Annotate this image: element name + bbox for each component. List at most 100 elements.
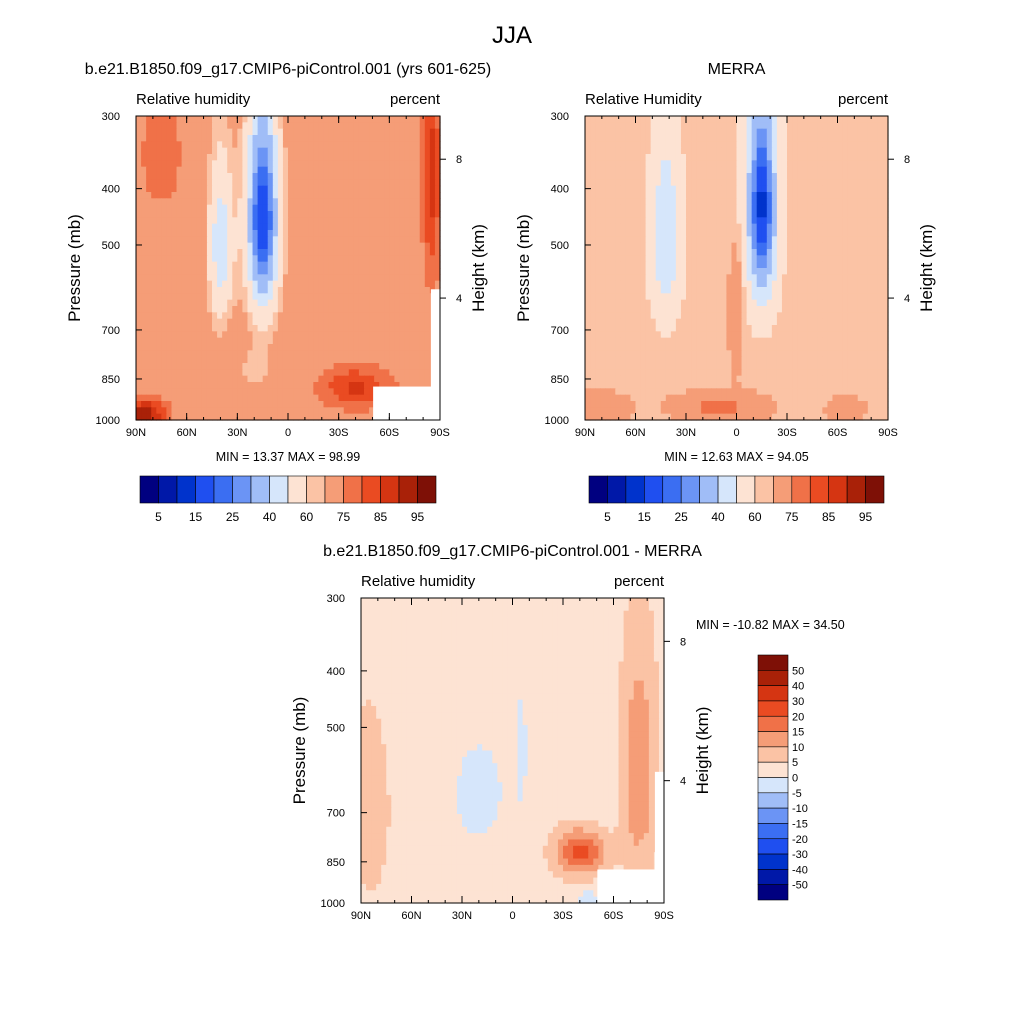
contour-cell bbox=[867, 198, 874, 206]
contour-cell bbox=[227, 287, 233, 294]
contour-cell bbox=[696, 242, 702, 250]
contour-cell bbox=[222, 242, 228, 250]
contour-cell bbox=[201, 173, 208, 180]
contour-cell bbox=[338, 274, 345, 282]
contour-cell bbox=[171, 173, 178, 180]
contour-cell bbox=[610, 154, 616, 161]
contour-cell bbox=[267, 382, 274, 389]
contour-cell bbox=[670, 122, 677, 130]
contour-cell bbox=[191, 287, 198, 294]
contour-cell bbox=[186, 173, 193, 180]
contour-cell bbox=[635, 223, 642, 231]
contour-cell bbox=[706, 141, 712, 149]
contour-cell bbox=[766, 122, 773, 130]
contour-cell bbox=[404, 128, 411, 136]
contour-cell bbox=[358, 299, 365, 307]
contour-cell bbox=[590, 293, 596, 301]
contour-cell bbox=[787, 122, 793, 130]
contour-cell bbox=[429, 242, 436, 250]
contour-cell bbox=[247, 173, 254, 180]
contour-cell bbox=[181, 268, 188, 275]
contour-cell bbox=[827, 179, 834, 187]
contour-cell bbox=[756, 211, 763, 218]
contour-cell bbox=[797, 255, 803, 263]
contour-cell bbox=[186, 280, 193, 288]
contour-cell bbox=[141, 198, 147, 206]
contour-cell bbox=[655, 135, 662, 142]
contour-cell bbox=[298, 306, 304, 313]
contour-cell bbox=[776, 299, 783, 307]
contour-cell bbox=[151, 135, 157, 142]
contour-cell bbox=[776, 217, 783, 225]
contour-cell bbox=[242, 255, 249, 263]
contour-cell bbox=[176, 147, 183, 155]
contour-cell bbox=[237, 274, 243, 282]
contour-cell bbox=[206, 363, 213, 370]
contour-cell bbox=[217, 401, 223, 408]
contour-cell bbox=[181, 413, 188, 421]
contour-cell bbox=[797, 128, 803, 136]
contour-cell bbox=[272, 388, 279, 396]
contour-cell bbox=[877, 135, 884, 142]
contour-cell bbox=[186, 274, 193, 282]
contour-cell bbox=[156, 166, 162, 174]
contour-cell bbox=[660, 217, 667, 225]
contour-cell bbox=[308, 242, 314, 250]
contour-cell bbox=[282, 223, 289, 231]
contour-cell bbox=[227, 255, 233, 263]
contour-cell bbox=[308, 249, 314, 256]
contour-cell bbox=[756, 280, 763, 288]
contour-cell bbox=[721, 280, 727, 288]
contour-cell bbox=[640, 135, 647, 142]
contour-cell bbox=[384, 154, 390, 161]
contour-cell bbox=[308, 173, 314, 180]
contour-cell bbox=[166, 287, 173, 294]
contour-cell bbox=[610, 299, 616, 307]
contour-cell bbox=[227, 249, 233, 256]
contour-cell bbox=[272, 249, 279, 256]
contour-cell bbox=[802, 135, 808, 142]
contour-cell bbox=[716, 166, 722, 174]
contour-cell bbox=[650, 249, 657, 256]
contour-cell bbox=[212, 287, 218, 294]
contour-cell bbox=[191, 280, 198, 288]
contour-cell bbox=[832, 217, 839, 225]
contour-cell bbox=[247, 179, 254, 187]
contour-cell bbox=[680, 147, 687, 155]
contour-cell bbox=[262, 116, 269, 123]
contour-cell bbox=[176, 325, 183, 332]
contour-cell bbox=[181, 236, 188, 244]
contour-cell bbox=[802, 299, 808, 307]
contour-cell bbox=[650, 268, 657, 275]
contour-cell bbox=[348, 261, 355, 269]
contour-cell bbox=[293, 154, 299, 161]
contour-cell bbox=[171, 147, 178, 155]
contour-cell bbox=[201, 299, 208, 307]
contour-cell bbox=[343, 293, 350, 301]
contour-cell bbox=[277, 293, 284, 301]
contour-cell bbox=[272, 128, 279, 136]
contour-cell bbox=[817, 217, 823, 225]
contour-cell bbox=[318, 249, 325, 256]
contour-cell bbox=[424, 166, 431, 174]
contour-cell bbox=[837, 261, 844, 269]
contour-cell bbox=[409, 249, 416, 256]
contour-cell bbox=[176, 211, 183, 218]
contour-cell bbox=[262, 160, 269, 168]
contour-cell bbox=[812, 154, 818, 161]
contour-cell bbox=[691, 268, 697, 275]
contour-cell bbox=[615, 204, 621, 212]
contour-cell bbox=[161, 287, 167, 294]
contour-cell bbox=[701, 160, 707, 168]
contour-cell bbox=[232, 274, 238, 282]
contour-cell bbox=[585, 255, 591, 263]
contour-cell bbox=[232, 413, 238, 421]
contour-cell bbox=[701, 280, 707, 288]
contour-cell bbox=[171, 401, 178, 408]
contour-cell bbox=[318, 141, 325, 149]
contour-cell bbox=[136, 160, 142, 168]
colorbar-label: 40 bbox=[263, 510, 277, 524]
contour-cell bbox=[726, 217, 733, 225]
contour-cell bbox=[156, 350, 162, 358]
contour-cell bbox=[161, 274, 167, 282]
